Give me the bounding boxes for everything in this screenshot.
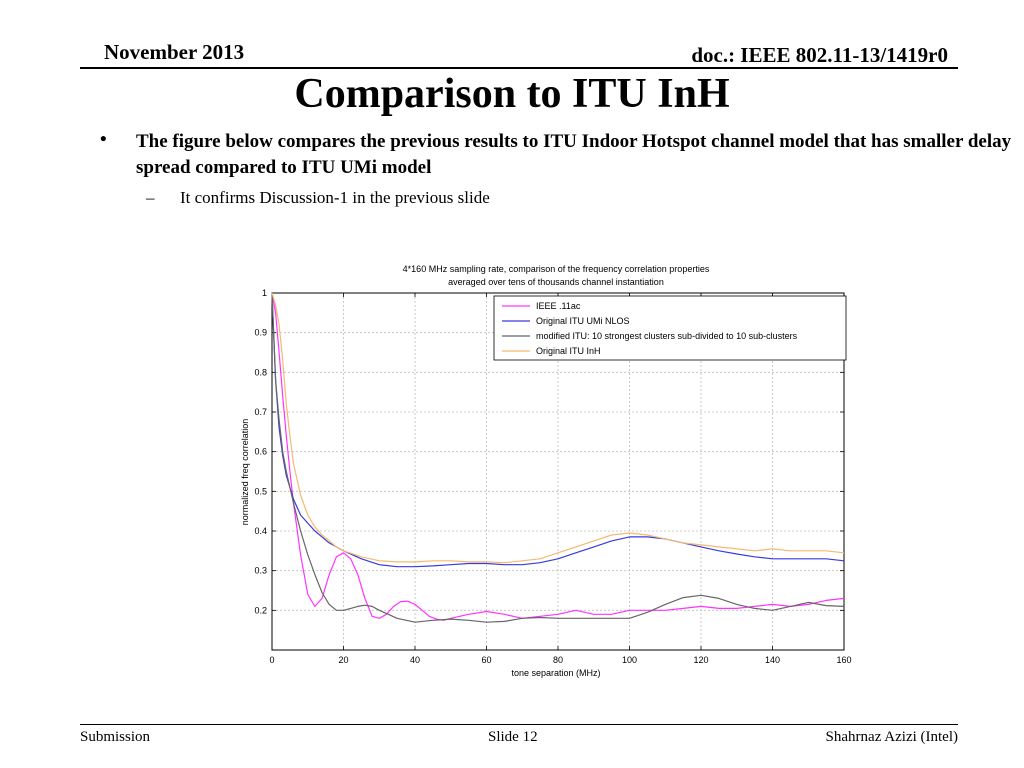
- x-axis-label: tone separation (MHz): [511, 668, 600, 678]
- chart-axes: 0 20 40 60 80 100 120 140 160 0.2 0.3 0.4 0.5 0.6 0.7 0…: [254, 288, 851, 665]
- x-tick-label: 80: [553, 655, 563, 665]
- header-divider: [80, 67, 958, 69]
- chart-legend: IEEE .11ac Original ITU UMi NLOS modified …: [493, 295, 847, 361]
- chart-lines: [271, 292, 845, 623]
- x-tick-label: 120: [693, 655, 708, 665]
- y-tick-label: 0.5: [254, 486, 267, 496]
- chart-svg: 4*160 MHz sampling rate, comparison of t…: [236, 258, 860, 688]
- legend-label-3: Original ITU InH: [536, 346, 601, 356]
- x-tick-label: 160: [836, 655, 851, 665]
- x-tick-label: 0: [269, 655, 274, 665]
- legend-label-2: modified ITU: 10 strongest clusters sub-…: [536, 331, 798, 341]
- footer-submission: Submission: [80, 729, 151, 745]
- y-tick-label: 0.9: [254, 328, 267, 338]
- header-date: November 2013: [104, 40, 245, 64]
- sub-bullet-marker: –: [146, 188, 155, 207]
- footer-slide-number: Slide 12: [488, 729, 538, 745]
- y-tick-label: 0.3: [254, 566, 267, 576]
- x-tick-label: 100: [622, 655, 637, 665]
- y-tick-label: 0.6: [254, 447, 267, 457]
- legend-label-0: IEEE .11ac: [536, 301, 581, 311]
- x-tick-label: 20: [338, 655, 348, 665]
- header-document-id: doc.: IEEE 802.11-13/1419r0: [691, 43, 948, 67]
- legend-label-1: Original ITU UMi NLOS: [536, 316, 630, 326]
- series-line-0: [271, 292, 845, 621]
- y-tick-label: 0.4: [254, 526, 267, 536]
- x-tick-label: 60: [481, 655, 491, 665]
- x-tick-label: 140: [765, 655, 780, 665]
- chart-title: 4*160 MHz sampling rate, comparison of t…: [403, 264, 710, 274]
- footer-author: Shahrnaz Azizi (Intel): [825, 729, 958, 745]
- bullet-text: The figure below compares the previous r…: [136, 131, 1012, 178]
- y-tick-label: 0.8: [254, 367, 267, 377]
- series-line-3: [271, 292, 845, 564]
- sub-bullet-text: It confirms Discussion-1 in the previous…: [180, 188, 490, 207]
- plot-frame: [271, 292, 845, 651]
- y-tick-label: 1: [262, 288, 267, 298]
- series-line-2: [271, 292, 845, 623]
- slide-title: Comparison to ITU InH: [294, 71, 730, 117]
- x-tick-label: 40: [410, 655, 420, 665]
- y-tick-label: 0.7: [254, 407, 267, 417]
- series-line-1: [271, 292, 845, 568]
- bullet-marker: •: [100, 129, 107, 150]
- frequency-correlation-chart: 4*160 MHz sampling rate, comparison of t…: [236, 258, 860, 688]
- y-tick-label: 0.2: [254, 605, 267, 615]
- legend-box: [493, 295, 847, 361]
- chart-subtitle: averaged over tens of thousands channel …: [448, 277, 664, 287]
- y-axis-label: normalized freq correlation: [240, 419, 250, 526]
- footer-divider: [80, 724, 958, 725]
